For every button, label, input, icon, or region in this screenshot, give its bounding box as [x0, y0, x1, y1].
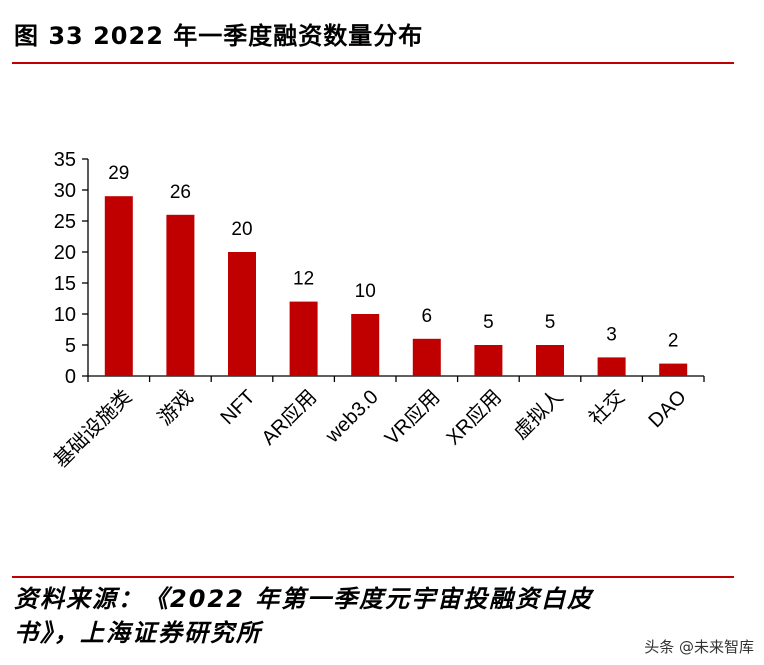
data-label: 26	[170, 182, 191, 203]
category-label: DAO	[645, 386, 691, 432]
bar	[104, 196, 133, 376]
bar-chart: 0510152025303529基础设施类26游戏20NFT12AR应用10we…	[49, 149, 705, 472]
data-label: 6	[422, 306, 433, 327]
data-label: 12	[293, 269, 314, 290]
bar	[597, 357, 626, 376]
bar	[289, 301, 318, 376]
y-tick-label: 20	[54, 242, 76, 264]
data-label: 5	[483, 312, 494, 333]
bar	[228, 252, 256, 376]
category-label: 基础设施类	[49, 385, 136, 472]
category-label: web3.0	[321, 386, 383, 448]
y-tick-label: 30	[54, 180, 76, 202]
bar	[659, 363, 688, 376]
bottom-divider	[12, 576, 734, 578]
y-tick-label: 25	[54, 211, 76, 233]
data-label: 20	[231, 219, 252, 240]
data-label: 29	[108, 163, 129, 184]
data-label: 10	[355, 281, 376, 302]
y-tick-label: 35	[54, 149, 76, 171]
y-tick-label: 10	[54, 304, 76, 326]
category-label: 虚拟人	[509, 385, 568, 444]
category-label: 游戏	[153, 385, 198, 430]
category-label: NFT	[216, 386, 259, 429]
data-label: 2	[668, 331, 679, 352]
category-label: 社交	[585, 385, 630, 430]
bar	[536, 345, 564, 376]
category-label: AR应用	[257, 385, 321, 449]
y-tick-label: 15	[54, 273, 76, 295]
category-label: VR应用	[380, 385, 444, 449]
y-tick-label: 5	[65, 335, 76, 357]
figure-title: 图 33 2022 年一季度融资数量分布	[14, 22, 424, 50]
bar	[351, 314, 380, 376]
source-line-1: 资料来源：《2022 年第一季度元宇宙投融资白皮	[14, 585, 594, 613]
data-label: 5	[545, 312, 556, 333]
y-tick-label: 0	[65, 366, 76, 388]
category-label: XR应用	[442, 385, 506, 449]
bar	[474, 345, 503, 376]
source-line-2: 书》，上海证券研究所	[14, 619, 262, 647]
bar	[166, 214, 195, 376]
watermark: 头条 @未来智库	[644, 638, 754, 656]
top-divider	[12, 62, 734, 64]
source-note: 资料来源：《2022 年第一季度元宇宙投融资白皮 书》，上海证券研究所	[14, 582, 736, 650]
data-label: 3	[606, 324, 617, 345]
bar	[412, 338, 441, 376]
